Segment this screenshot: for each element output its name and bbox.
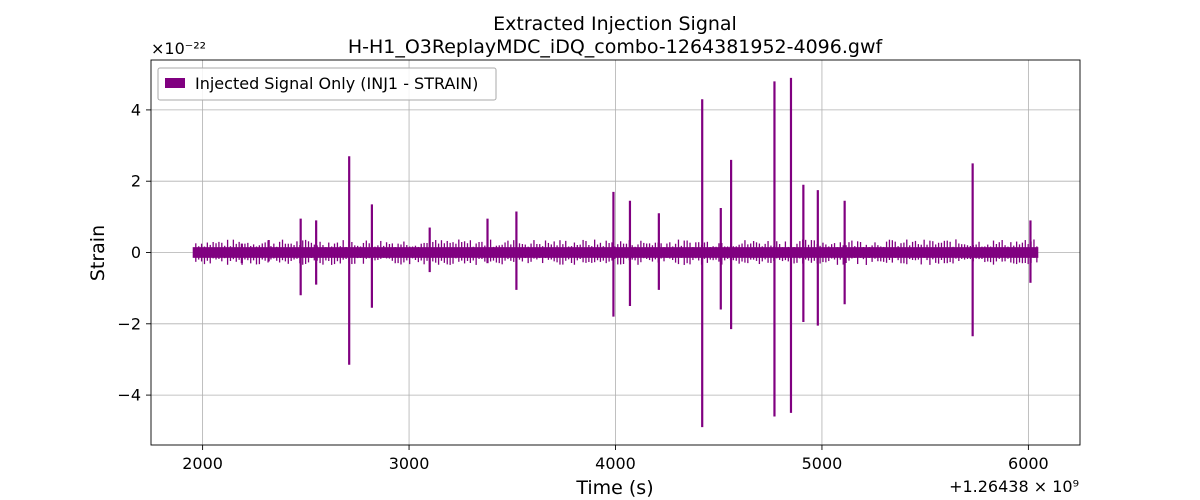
chart-title: Extracted Injection Signal	[493, 13, 737, 35]
series-injected-signal	[192, 77, 1039, 428]
x-axis-ticks: 2000 3000 4000 5000 6000	[182, 445, 1049, 473]
y-tick-label: 4	[131, 100, 141, 119]
x-axis-offset-label: +1.26438 × 10⁹	[949, 477, 1079, 496]
x-tick-label: 5000	[802, 454, 843, 473]
legend-box	[157, 67, 497, 101]
y-tick-label: −4	[117, 386, 141, 405]
y-axis-multiplier-label: ×10⁻²²	[151, 39, 206, 58]
x-tick-label: 4000	[595, 454, 636, 473]
legend-label: Injected Signal Only (INJ1 - STRAIN)	[195, 74, 478, 93]
chart-subtitle: H-H1_O3ReplayMDC_iDQ_combo-1264381952-40…	[348, 36, 884, 58]
x-tick-label: 6000	[1008, 454, 1049, 473]
x-axis-label: Time (s)	[575, 477, 653, 499]
x-tick-label: 3000	[389, 454, 430, 473]
x-tick-label: 2000	[182, 454, 223, 473]
y-tick-label: −2	[117, 314, 141, 333]
y-axis-label: Strain	[87, 225, 109, 281]
y-tick-label: 0	[131, 243, 141, 262]
legend: Injected Signal Only (INJ1 - STRAIN)	[157, 67, 497, 101]
y-tick-label: 2	[131, 172, 141, 191]
legend-swatch	[165, 78, 185, 88]
y-axis-ticks: −4 −2 0 2 4	[117, 100, 151, 405]
